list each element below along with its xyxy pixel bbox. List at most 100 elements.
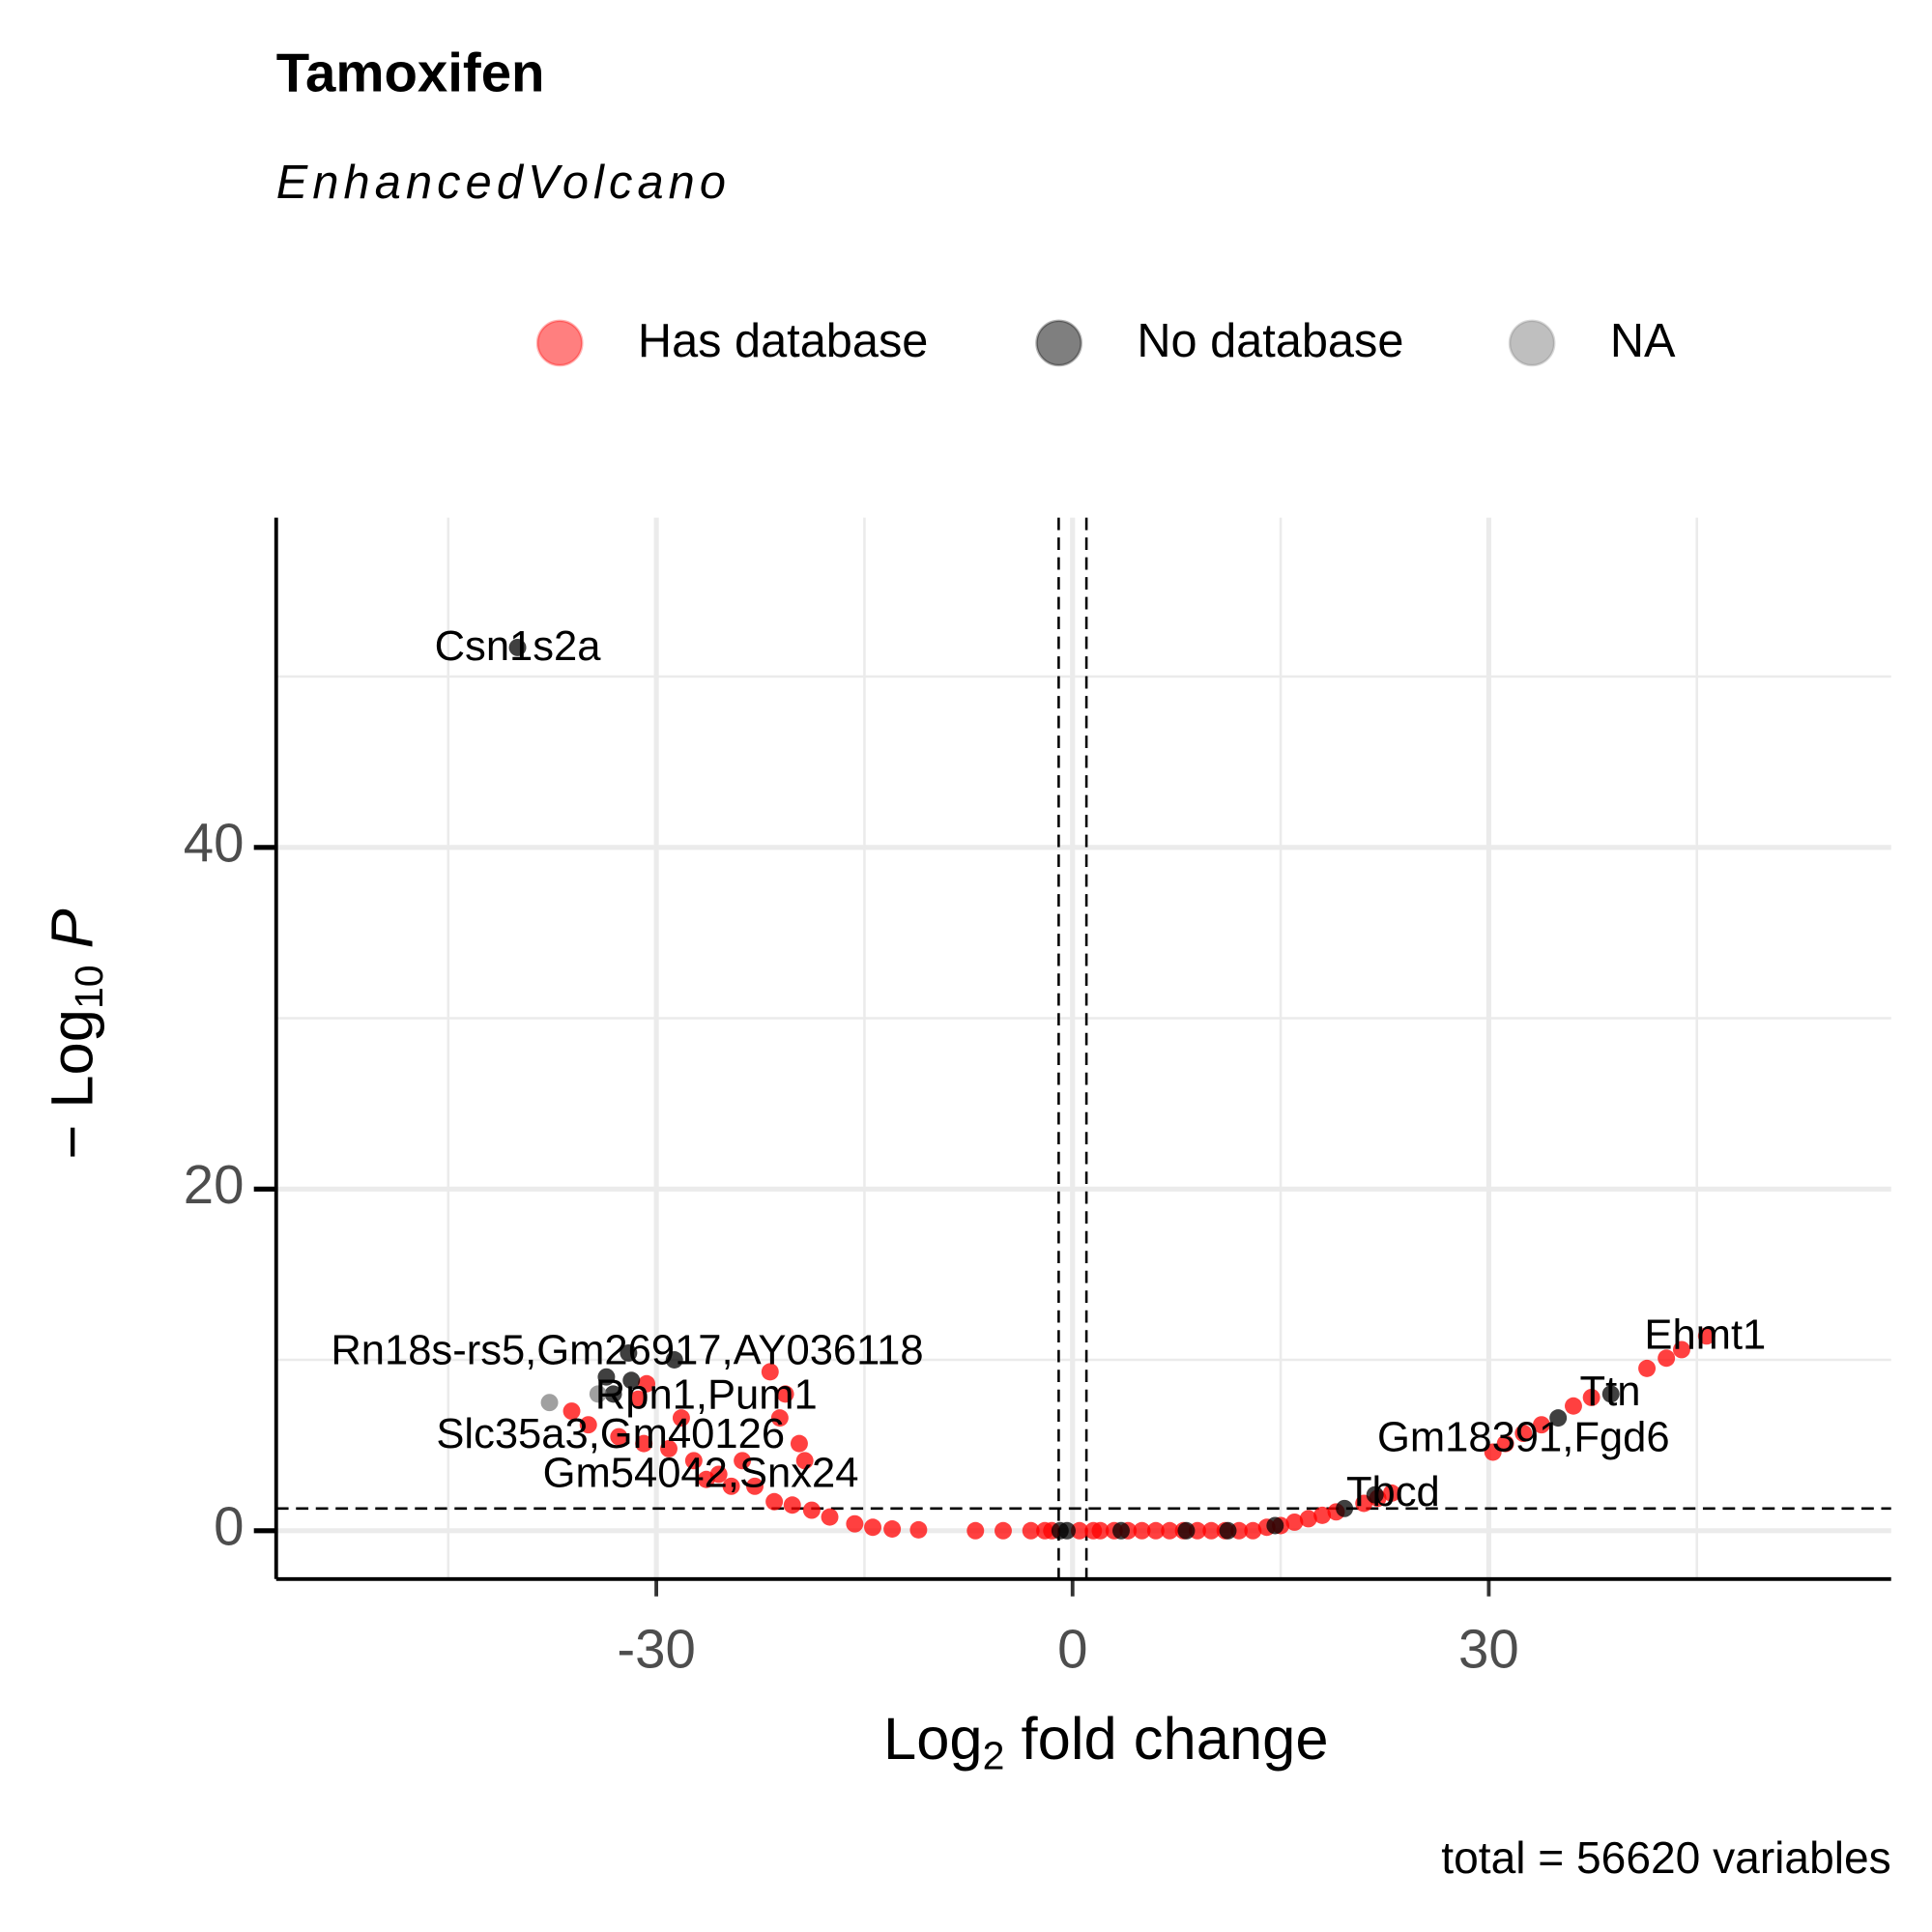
y-tick-label: 0 xyxy=(214,1496,244,1557)
point xyxy=(1697,1327,1716,1345)
point xyxy=(660,1439,678,1457)
point xyxy=(966,1521,985,1540)
point xyxy=(1496,1434,1514,1453)
point xyxy=(746,1477,764,1495)
point xyxy=(1266,1516,1284,1535)
point xyxy=(1582,1388,1600,1406)
point xyxy=(1299,1510,1317,1528)
point xyxy=(795,1452,814,1470)
point-label: Ehmt1 xyxy=(1644,1312,1766,1359)
point xyxy=(1549,1409,1568,1427)
point xyxy=(635,1434,653,1453)
legend-swatch xyxy=(1508,319,1556,367)
point xyxy=(1382,1484,1400,1502)
point xyxy=(776,1385,794,1403)
point xyxy=(622,1371,641,1390)
point xyxy=(638,1374,656,1393)
point xyxy=(1484,1443,1502,1461)
point-label: Csn1s2a xyxy=(435,623,602,670)
point xyxy=(821,1508,839,1526)
point xyxy=(790,1434,808,1453)
grid xyxy=(275,517,1891,1579)
point xyxy=(540,1394,559,1412)
legend-label: No database xyxy=(1137,315,1403,367)
point xyxy=(672,1409,690,1427)
point xyxy=(697,1470,715,1488)
point xyxy=(761,1363,779,1381)
x-axis-title-part: 2 xyxy=(983,1733,1005,1777)
x-axis-title: Log2 fold change xyxy=(883,1706,1329,1777)
point xyxy=(1658,1349,1676,1368)
annotations: -30 0 30 0 20 40 Csn1s2a Rn18s-rs5,Gm26917,AY03… xyxy=(40,315,1891,1777)
point xyxy=(722,1477,740,1495)
point xyxy=(1336,1499,1354,1517)
point xyxy=(665,1351,683,1369)
point xyxy=(1146,1521,1165,1540)
point xyxy=(1565,1397,1582,1415)
point xyxy=(589,1385,607,1403)
point xyxy=(610,1427,628,1446)
point xyxy=(1202,1521,1221,1540)
point xyxy=(995,1521,1012,1540)
point xyxy=(1638,1359,1657,1377)
point xyxy=(1532,1416,1550,1434)
point xyxy=(1601,1385,1620,1403)
point xyxy=(508,638,527,656)
point xyxy=(1091,1521,1110,1540)
legend-label: Has database xyxy=(638,315,928,367)
chart-title: Tamoxifen xyxy=(276,42,545,102)
point xyxy=(1058,1521,1076,1540)
x-tick-label: -30 xyxy=(617,1619,695,1680)
legend-label: NA xyxy=(1610,315,1676,367)
point xyxy=(883,1520,902,1538)
legend-swatch xyxy=(1035,319,1082,367)
point xyxy=(1177,1521,1196,1540)
point xyxy=(1161,1521,1179,1540)
x-tick-label: 30 xyxy=(1458,1619,1519,1680)
point xyxy=(1219,1521,1237,1540)
point-label: Rpn1,Pum1 xyxy=(595,1371,818,1418)
point xyxy=(846,1514,864,1533)
point xyxy=(1366,1485,1384,1504)
point xyxy=(562,1402,581,1421)
point xyxy=(765,1492,784,1511)
x-axis-title-part: Log xyxy=(883,1706,983,1773)
point xyxy=(864,1518,882,1537)
point xyxy=(1313,1506,1332,1524)
caption: total = 56620 variables xyxy=(1441,1832,1890,1883)
point xyxy=(1112,1521,1130,1540)
y-axis-title: − Log10 P xyxy=(40,908,111,1159)
points xyxy=(508,638,1716,1540)
y-axis-title-part: 10 xyxy=(67,965,111,1009)
x-tick-label: 0 xyxy=(1057,1619,1087,1680)
y-tick-label: 20 xyxy=(184,1154,245,1215)
point xyxy=(1022,1521,1040,1540)
point-label: Gm18391,Fgd6 xyxy=(1377,1415,1670,1461)
point xyxy=(1672,1341,1690,1359)
point-label: Rn18s-rs5,Gm26917,AY036118 xyxy=(331,1327,923,1373)
y-tick-label: 40 xyxy=(184,813,245,874)
point xyxy=(802,1501,821,1519)
point-label: Tbcd xyxy=(1346,1469,1440,1515)
point xyxy=(604,1385,622,1403)
legend-swatch xyxy=(535,319,584,367)
point xyxy=(1133,1521,1151,1540)
point-label: Ttn xyxy=(1580,1369,1641,1415)
point xyxy=(909,1520,928,1539)
point xyxy=(684,1452,703,1470)
point xyxy=(620,1343,638,1362)
point xyxy=(734,1452,752,1470)
point xyxy=(579,1416,597,1434)
point xyxy=(597,1368,616,1386)
point xyxy=(1070,1521,1088,1540)
point xyxy=(770,1409,789,1427)
point xyxy=(1514,1425,1533,1442)
y-axis-title-part: − Log xyxy=(40,1009,106,1160)
point xyxy=(1285,1513,1304,1531)
point xyxy=(629,1390,648,1408)
point-label: Slc35a3,Gm40126 xyxy=(436,1411,785,1457)
y-axis-title-part: P xyxy=(40,908,106,965)
